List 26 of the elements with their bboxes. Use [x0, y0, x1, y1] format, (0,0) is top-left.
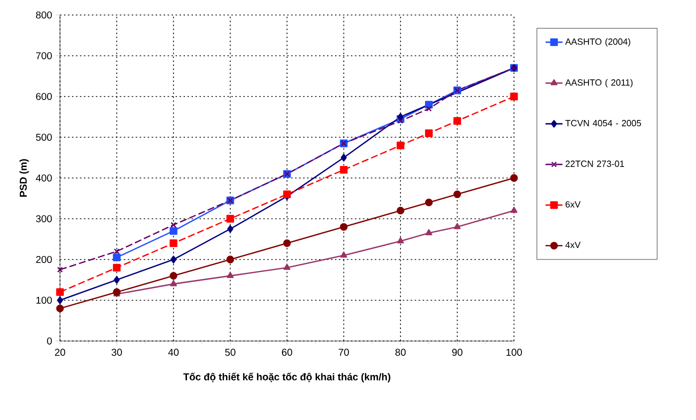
- legend-label: 4xV: [565, 242, 581, 248]
- x-tick-label: 60: [282, 348, 292, 356]
- y-tick-label: 400: [36, 174, 52, 182]
- y-tick-label: 200: [36, 256, 52, 264]
- x-tick-label: 70: [338, 348, 349, 356]
- x-tick-label: 40: [168, 348, 179, 356]
- y-axis-title: PSD (m): [19, 159, 29, 197]
- y-tick-label: 800: [36, 11, 52, 19]
- y-tick-label: 100: [36, 296, 52, 304]
- y-tick-label: 600: [36, 92, 52, 100]
- y-tick-label: 700: [36, 52, 52, 60]
- x-tick-label: 90: [452, 348, 462, 356]
- x-tick-label: 30: [112, 348, 122, 356]
- legend-label: AASHTO (2004): [565, 38, 630, 47]
- y-tick-label: 300: [36, 215, 52, 222]
- x-axis-title: Tốc độ thiết kế hoặc tốc độ khai thác (km/h): [183, 372, 390, 382]
- x-tick-label: 100: [506, 348, 522, 356]
- x-tick-label: 80: [395, 348, 406, 356]
- legend-label: AASHTO ( 2011): [565, 79, 633, 88]
- y-tick-label: 500: [36, 134, 52, 141]
- legend-label: TCVN 4054 - 2005: [565, 120, 642, 126]
- legend-label: 6xV: [566, 201, 581, 208]
- y-tick-label: 0: [47, 337, 52, 345]
- x-tick-label: 50: [225, 348, 236, 356]
- x-tick-label: 20: [54, 348, 66, 356]
- legend-label: 22TCN 273-01: [566, 160, 624, 167]
